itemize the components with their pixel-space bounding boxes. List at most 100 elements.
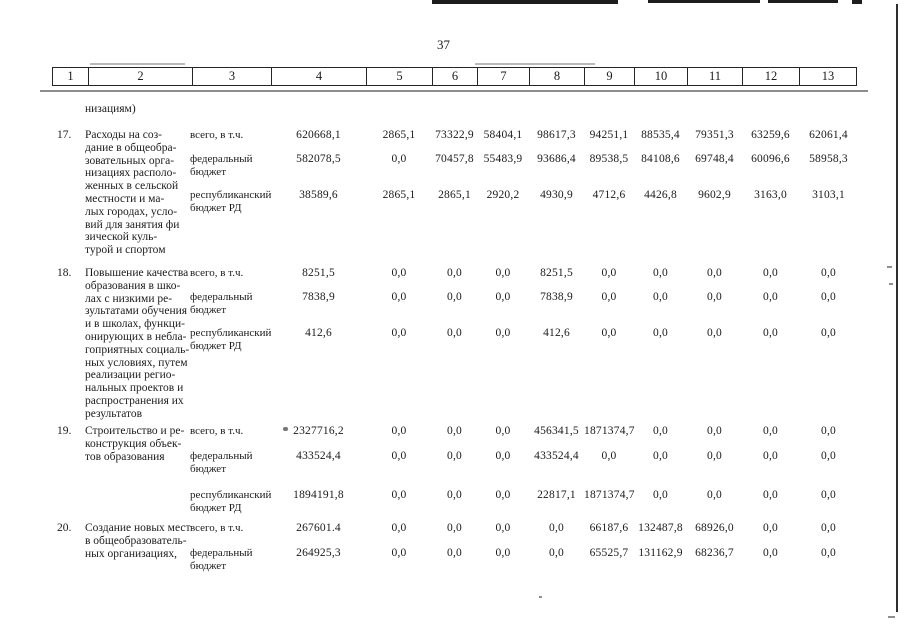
- entry-label: всего, в т.ч.: [190, 129, 282, 142]
- value-cell: 68926,0: [695, 522, 734, 534]
- label-line: республиканский: [190, 189, 272, 201]
- scan-artifact-speck: [283, 427, 288, 431]
- label-line: бюджет: [190, 166, 226, 178]
- value-cell: 94251,1: [589, 129, 629, 141]
- row-number: 19.: [57, 425, 72, 437]
- title-line: Строительство и ре-: [85, 425, 185, 437]
- value-cell: 0,0: [763, 547, 778, 559]
- budget-entry: республиканский бюджет РД 412,6 0,0 0,0 0,0 4…: [0, 327, 905, 352]
- row-title: Повышение качества образования в шко-лах …: [85, 267, 193, 421]
- value-cell: 0,0: [447, 425, 462, 437]
- column-number-cell: 2: [89, 68, 193, 85]
- column-number-cell: 6: [433, 68, 478, 85]
- value-cell: 69748,4: [695, 153, 734, 165]
- budget-entry: всего, в т.ч. 620668,1 2865,1 73322,9 58404…: [0, 129, 905, 143]
- column-number-cell: 5: [367, 68, 433, 85]
- label-line: федеральный: [190, 291, 253, 303]
- value-cell: 0,0: [821, 327, 836, 339]
- value-cell: 0,0: [391, 489, 407, 501]
- value-cell: 7838,9: [302, 291, 335, 303]
- column-number-cell: 1: [53, 68, 89, 85]
- title-line: местности и ма-: [85, 192, 165, 205]
- label-line: федеральный: [190, 547, 253, 559]
- value-cell: 0,0: [653, 327, 668, 339]
- value-cell: 0,0: [763, 489, 778, 501]
- title-line: турой и спортом: [85, 244, 166, 257]
- value-cell: 8251,5: [302, 267, 335, 279]
- value-cell: 0,0: [763, 291, 778, 303]
- budget-entry: всего, в т.ч. 2327716,2 0,0 0,0 0,0 456341,5…: [0, 425, 905, 439]
- value-cell: 1871374,7: [584, 425, 635, 437]
- value-cell: 2865,1: [438, 189, 471, 201]
- title-line: тов образования: [85, 450, 165, 463]
- value-cell: 4930,9: [540, 189, 573, 201]
- title-line: конструкция объек-: [85, 437, 182, 450]
- budget-entry: всего, в т.ч. 267601.4 0,0 0,0 0,0 0,0 66187,…: [0, 522, 905, 536]
- value-cell: 0,0: [763, 327, 778, 339]
- value-cell: 0,0: [821, 522, 836, 534]
- label-line: всего, в т.ч.: [190, 267, 244, 279]
- value-cell: 0,0: [495, 489, 511, 501]
- title-line: низациях располо-: [85, 167, 177, 180]
- value-cell: 0,0: [495, 267, 511, 279]
- value-cell: 4426,8: [644, 189, 677, 201]
- label-line: федеральный: [190, 153, 253, 165]
- value-cell: 0,0: [447, 450, 462, 462]
- value-cell: 0,0: [821, 547, 836, 559]
- value-cell: 2327716,2: [293, 425, 344, 437]
- value-cell: 0,0: [821, 291, 836, 303]
- column-number-cell: 9: [585, 68, 635, 85]
- scan-artifact-speck: [539, 596, 542, 598]
- title-line: Расходы на соз-: [85, 129, 162, 141]
- entry-label: федеральный бюджет: [190, 153, 282, 179]
- value-cell: 4712,6: [592, 189, 626, 201]
- value-cell: 0,0: [821, 267, 836, 279]
- label-line: всего, в т.ч.: [190, 425, 244, 437]
- title-line: зультатами обучения: [85, 305, 188, 318]
- row-title: Расходы на соз-дание в общеобра-зователь…: [85, 129, 193, 257]
- value-cell: 58404,1: [483, 129, 523, 141]
- value-cell: 63259,6: [751, 129, 790, 141]
- value-cell: 0,0: [707, 327, 722, 339]
- value-cell: 22817,1: [537, 489, 576, 501]
- scan-artifact-speck: [889, 283, 893, 285]
- value-cell: 433524,4: [296, 450, 341, 462]
- title-line: и в школах, функци-: [85, 318, 185, 331]
- label-line: республиканский: [190, 327, 272, 339]
- value-cell: 582078,5: [296, 153, 341, 165]
- value-cell: 412,6: [543, 327, 570, 339]
- value-cell: 3103,1: [812, 189, 845, 201]
- value-cell: 0,0: [763, 450, 778, 462]
- row-title: Строительство и ре-конструкция объек-тов…: [85, 425, 193, 463]
- label-line: бюджет РД: [190, 340, 242, 352]
- title-line: лах с низкими ре-: [85, 292, 173, 305]
- entry-label: всего, в т.ч.: [190, 425, 282, 438]
- table-column-header: 1 2 3 4 5 6 7 8 9 10 11 12 13: [52, 67, 857, 86]
- value-cell: 0,0: [391, 547, 407, 559]
- entry-label: федеральный бюджет: [190, 450, 282, 476]
- title-line: реализации регио-: [85, 369, 176, 382]
- value-cell: 2865,1: [382, 189, 416, 201]
- value-cell: 0,0: [549, 547, 564, 559]
- column-number-cell: 7: [478, 68, 530, 85]
- value-cell: 0,0: [821, 450, 836, 462]
- scan-artifact-tick: [852, 0, 862, 4]
- title-line: ных условиях, путем: [85, 356, 188, 369]
- value-cell: 0,0: [495, 291, 511, 303]
- value-cell: 73322,9: [435, 129, 474, 141]
- column-number-cell: 8: [530, 68, 585, 85]
- value-cell: 79351,3: [695, 129, 734, 141]
- column-number-cell: 4: [272, 68, 367, 85]
- value-cell: 0,0: [549, 522, 564, 534]
- value-cell: 2920,2: [486, 189, 520, 201]
- value-cell: 0,0: [707, 425, 722, 437]
- value-cell: 131162,9: [638, 547, 683, 559]
- label-line: республиканский: [190, 489, 272, 501]
- value-cell: 0,0: [601, 267, 617, 279]
- title-line: вий для занятия фи: [85, 218, 180, 231]
- scan-artifact-speck: [888, 616, 895, 618]
- value-cell: 0,0: [707, 450, 722, 462]
- label-line: бюджет РД: [190, 202, 242, 214]
- value-cell: 66187,6: [589, 522, 629, 534]
- row-title: Создание новых мест в общеобразователь-ны…: [85, 522, 193, 560]
